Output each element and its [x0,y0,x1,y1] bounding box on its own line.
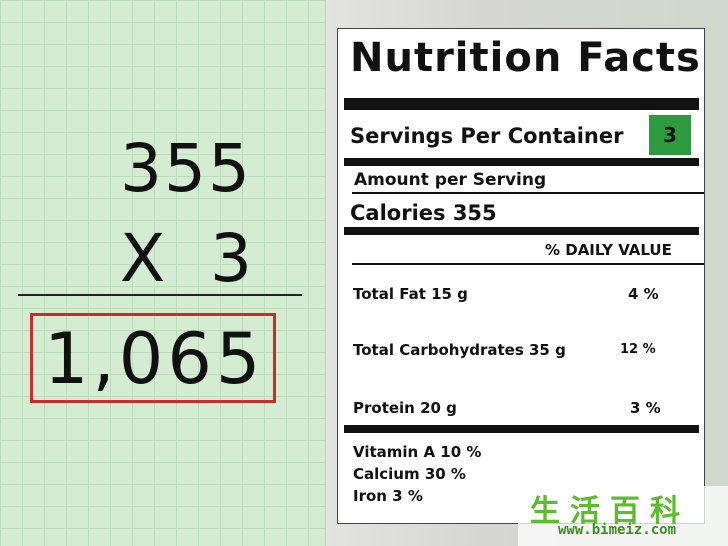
watermark: 生活百科 www.bimeiz.com [518,486,728,546]
nutrient-name: Protein 20 g [353,399,457,417]
graph-paper-panel [0,0,326,546]
nutrient-daily-value: 3 % [630,399,661,417]
watermark-logo: 生活百科 [530,494,690,529]
multiplier: 3 [210,220,254,297]
servings-label: Servings Per Container [350,124,624,148]
vitamin-line: Vitamin A 10 % [353,443,482,461]
daily-value-header: % DAILY VALUE [545,241,672,259]
label-divider [344,425,699,433]
label-divider [344,98,699,110]
label-divider [352,263,704,265]
label-divider [344,227,699,235]
calories-line: Calories 355 [350,201,497,225]
amount-per-serving: Amount per Serving [354,170,547,190]
label-title: Nutrition Facts [350,35,701,81]
sum-line [18,294,302,296]
label-divider [352,192,704,194]
nutrient-daily-value: 4 % [628,285,659,303]
nutrient-name: Total Carbohydrates 35 g [353,341,566,359]
nutrient-daily-value: 12 % [620,342,656,357]
nutrition-label: Nutrition Facts Servings Per Container 3… [337,28,705,524]
result-highlight-box [30,313,276,403]
vitamin-line: Iron 3 % [353,487,423,505]
nutrient-name: Total Fat 15 g [353,285,468,303]
watermark-url: www.bimeiz.com [558,522,677,538]
product-result: 1,065 [44,318,265,400]
label-divider [344,158,699,166]
multiplicand: 355 [120,130,252,207]
servings-value-badge: 3 [649,115,691,155]
vitamin-line: Calcium 30 % [353,465,466,483]
multiply-sign: X [120,220,168,297]
